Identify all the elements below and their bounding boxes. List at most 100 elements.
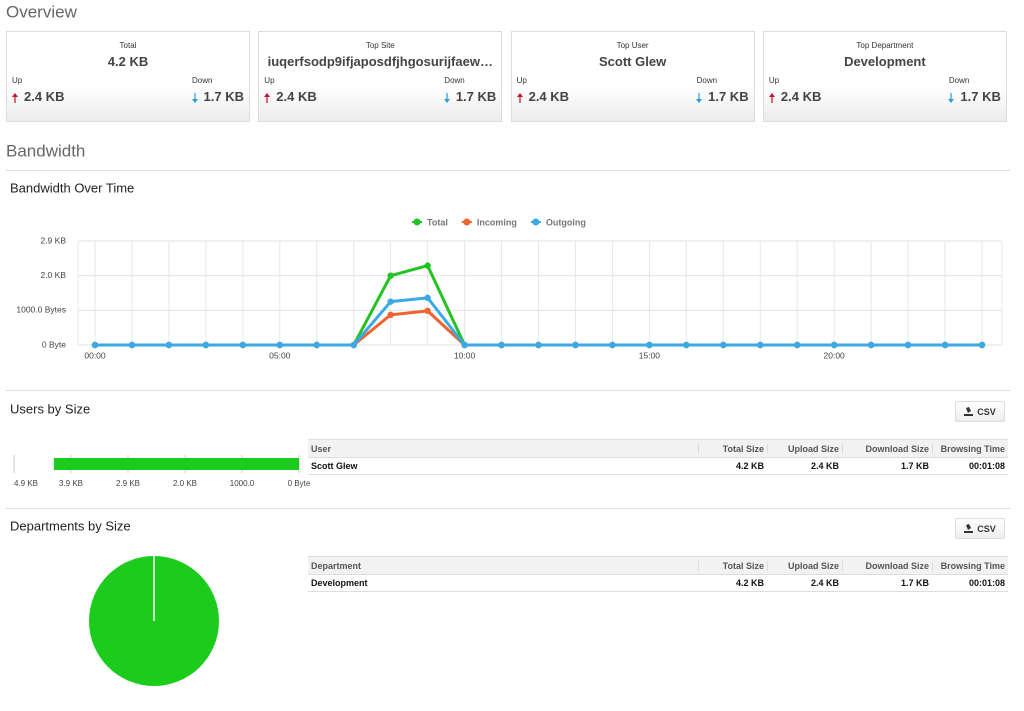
down-label: Down (696, 76, 718, 85)
chart-title: Bandwidth Over Time (10, 180, 134, 195)
down-value-row: 1.7 KB (443, 89, 497, 104)
legend-label: Incoming (477, 217, 517, 227)
table-cell: 2.4 KB (810, 461, 839, 471)
section-title: Overview (6, 2, 78, 21)
down-value-row: 1.7 KB (696, 89, 749, 104)
down-value: 1.7 KB (708, 89, 749, 104)
y-tick-label: 2.0 KB (40, 270, 66, 280)
card-label: Total (119, 41, 137, 50)
up-value: 2.4 KB (24, 89, 65, 104)
table-cell: 00:01:08 (968, 461, 1005, 471)
down-value: 1.7 KB (203, 89, 244, 104)
overview-card: Total 4.2 KB Up Down 2.4 KB 1.7 KB (6, 31, 250, 122)
csv-button[interactable]: CSV (955, 401, 1005, 422)
down-value-row: 1.7 KB (948, 89, 1001, 104)
table-cell: Scott Glew (311, 461, 358, 471)
x-tick-label: 05:00 (269, 350, 291, 360)
x-tick-label: 3.9 KB (59, 479, 83, 488)
y-tick-label: 2.9 KB (40, 235, 66, 245)
data-point (128, 341, 136, 349)
up-arrow-icon (12, 92, 18, 103)
down-arrow-icon (443, 92, 450, 103)
legend-dot (463, 218, 471, 226)
up-label: Up (12, 76, 23, 85)
down-arrow-icon (696, 92, 703, 103)
table-cell: 4.2 KB (735, 461, 764, 471)
legend-label: Total (427, 217, 448, 227)
data-point (239, 341, 247, 349)
table-row: Scott Glew 4.2 KB 2.4 KB 1.7 KB 00:01:08 (308, 458, 1008, 475)
data-point (646, 341, 653, 349)
header-cell: Total Size (698, 560, 767, 571)
up-value-row: 2.4 KB (264, 89, 317, 104)
down-label: Down (444, 76, 465, 85)
bar (53, 458, 300, 470)
csv-button[interactable]: CSV (955, 518, 1005, 539)
x-tick-label: 0 Byte (288, 479, 311, 488)
overview-card: Top Department Development Up Down 2.4 KB 1.7… (762, 31, 1007, 122)
up-label: Up (264, 76, 275, 85)
header-cell: Upload Size (767, 560, 842, 571)
download-icon (964, 407, 974, 416)
down-value: 1.7 KB (455, 89, 497, 104)
data-point (794, 341, 801, 349)
card-label: Top User (616, 41, 649, 50)
down-value: 1.7 KB (960, 89, 1001, 104)
data-point (867, 341, 875, 349)
header-cell: Total Size (698, 443, 767, 454)
data-point (535, 341, 542, 349)
up-arrow-icon (768, 92, 775, 103)
chart-title: Departments by Size (10, 518, 131, 533)
x-tick-label: 10:00 (454, 350, 476, 360)
table-cell: Development (311, 578, 368, 588)
data-table: Department Total Size Upload Size Download … (308, 556, 1008, 592)
data-point (609, 341, 616, 349)
down-arrow-icon (948, 92, 955, 103)
table-header: Department Total Size Upload Size Download … (308, 556, 1008, 575)
header-cell: Browsing Time (932, 560, 1008, 571)
data-point (202, 341, 210, 349)
table-cell: 00:01:08 (968, 578, 1005, 588)
data-point (313, 341, 320, 349)
data-point (461, 341, 468, 349)
x-tick-label: 4.9 KB (14, 479, 38, 488)
card-value: Scott Glew (599, 54, 667, 69)
data-point (91, 341, 99, 349)
up-arrow-icon (516, 92, 523, 103)
x-tick-label: 20:00 (824, 350, 846, 360)
data-point (904, 341, 912, 349)
data-point (941, 341, 949, 349)
header-cell: Download Size (842, 560, 932, 571)
csv-label: CSV (977, 406, 996, 417)
data-point (424, 307, 431, 315)
data-point (757, 341, 764, 349)
data-point (830, 341, 838, 349)
up-value-row: 2.4 KB (12, 89, 64, 104)
x-tick-label: 2.0 KB (173, 479, 197, 488)
data-point (572, 341, 579, 349)
overview-card: Top User Scott Glew Up Down 2.4 KB 1.7 KB (510, 31, 755, 122)
data-point (276, 341, 283, 349)
data-point (387, 298, 394, 305)
down-arrow-icon (191, 92, 198, 103)
table-cell: 4.2 KB (735, 578, 764, 588)
up-value-row: 2.4 KB (516, 89, 570, 104)
legend-label: Outgoing (546, 217, 586, 227)
table-cell: 1.7 KB (900, 578, 929, 588)
download-icon (964, 524, 974, 533)
data-point (424, 294, 431, 302)
card-label: Top Site (365, 41, 395, 50)
down-label: Down (948, 76, 970, 85)
up-value: 2.4 KB (528, 89, 570, 104)
card-value: Development (844, 54, 926, 69)
chart-title: Users by Size (10, 401, 90, 416)
legend-dot (532, 218, 540, 226)
data-point (978, 341, 986, 349)
section-title: Bandwidth (6, 141, 85, 160)
data-point (165, 341, 173, 349)
csv-label: CSV (977, 523, 996, 534)
up-value-row: 2.4 KB (768, 89, 821, 104)
data-point (683, 341, 690, 349)
